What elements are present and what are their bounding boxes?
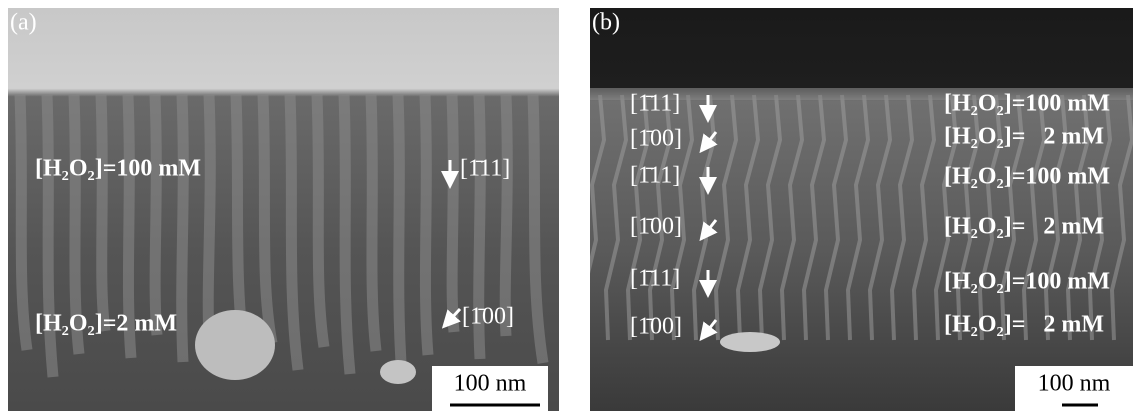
nanowire — [344, 95, 350, 374]
concentration-label: [H₂O₂]= 2 mM — [944, 124, 1104, 150]
nanowire — [505, 95, 507, 336]
direction-label: [1̄11] — [630, 163, 680, 189]
particle — [720, 332, 780, 352]
figure: (a) (b) [H₂O₂]=100 mM [1̄11] [H₂O₂]=2 mM… — [0, 0, 1138, 416]
nanowire — [20, 95, 27, 350]
annotation: [H₂O₂]=2 mM — [35, 311, 177, 337]
nanowire — [371, 95, 376, 351]
nanowire — [317, 95, 324, 347]
direction-label: [1̄00] — [630, 126, 682, 152]
annotation: [H₂O₂]=100 mM — [35, 156, 201, 182]
nanowire — [182, 95, 184, 362]
particle — [195, 310, 275, 380]
nanowire — [155, 95, 157, 335]
particle — [380, 360, 416, 384]
annotation: [1̄00] — [462, 304, 514, 330]
nanowire — [398, 95, 402, 378]
nanowire — [208, 95, 210, 339]
concentration-label: [H₂O₂]=100 mM — [944, 269, 1110, 295]
nanowire — [452, 95, 454, 332]
concentration-label: [H₂O₂]= 2 mM — [944, 214, 1104, 240]
scale-bar-label: 100 nm — [454, 371, 527, 397]
panel-label: (b) — [592, 10, 620, 36]
annotation: [1̄11] — [460, 156, 510, 182]
scale-bar-label: 100 nm — [1038, 371, 1111, 397]
concentration-label: [H₂O₂]=100 mM — [944, 91, 1110, 117]
direction-label: [1̄11] — [630, 266, 680, 292]
direction-label: [1̄00] — [630, 214, 682, 240]
concentration-label: [H₂O₂]=100 mM — [944, 164, 1110, 190]
nanowire — [425, 95, 428, 355]
direction-label: [1̄11] — [630, 91, 680, 117]
direction-label: [1̄00] — [630, 314, 682, 340]
sem-image-b — [590, 8, 1133, 411]
concentration-label: [H₂O₂]= 2 mM — [944, 312, 1104, 338]
nanowire — [101, 95, 105, 331]
panel-label: (a) — [10, 10, 37, 36]
